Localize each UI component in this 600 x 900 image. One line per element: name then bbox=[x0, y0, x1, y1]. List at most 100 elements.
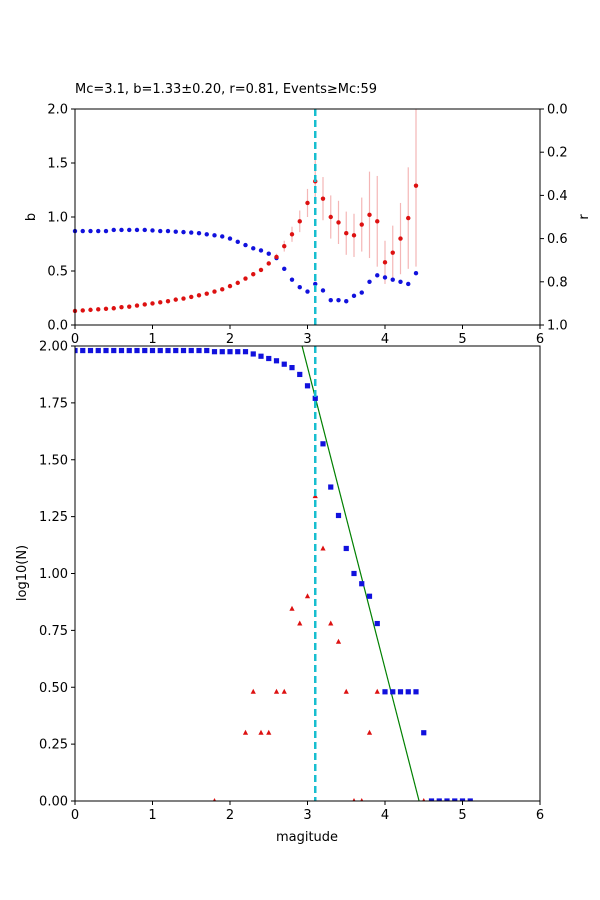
top-b-point-11 bbox=[158, 300, 163, 305]
top-b-point-42 bbox=[398, 236, 403, 241]
bottom-cumulative-point-28 bbox=[289, 365, 295, 371]
bottom-cumulative-point-23 bbox=[250, 351, 256, 357]
top-r-point-16 bbox=[196, 231, 202, 236]
top-x-tick-label-4: 4 bbox=[381, 332, 389, 347]
bottom-cumulative-point-18 bbox=[211, 349, 218, 355]
bottom-noncumulative-point-5 bbox=[273, 688, 280, 694]
bottom-cumulative-point-49 bbox=[452, 798, 458, 801]
top-r-point-35 bbox=[344, 299, 349, 304]
top-b-point-19 bbox=[220, 287, 225, 292]
bottom-cumulative-point-36 bbox=[351, 570, 357, 577]
top-b-point-29 bbox=[297, 219, 302, 224]
bottom-cumulative-point-24 bbox=[258, 353, 264, 359]
bottom-noncumulative-point-17 bbox=[366, 729, 373, 735]
top-b-point-23 bbox=[251, 272, 256, 277]
top-b-point-24 bbox=[258, 267, 264, 273]
top-b-point-40 bbox=[382, 260, 388, 265]
top-y2-axis-label: r bbox=[577, 214, 592, 220]
top-b-point-9 bbox=[142, 302, 147, 307]
top-y-axis-label: b bbox=[24, 213, 39, 221]
top-r-point-10 bbox=[150, 228, 155, 233]
top-r-point-7 bbox=[127, 227, 132, 233]
top-b-point-12 bbox=[165, 299, 171, 304]
bottom-cumulative-point-21 bbox=[235, 349, 241, 355]
bottom-noncumulative-point-9 bbox=[304, 593, 311, 599]
bottom-cumulative-point-7 bbox=[126, 347, 132, 354]
top-b-point-22 bbox=[243, 276, 248, 281]
top-r-point-24 bbox=[258, 248, 264, 253]
bottom-noncumulative-point-19 bbox=[422, 798, 426, 801]
bottom-cumulative-point-8 bbox=[134, 347, 140, 354]
bottom-noncumulative-point-7 bbox=[289, 605, 295, 611]
bottom-cumulative-point-29 bbox=[297, 371, 303, 378]
top-b-point-1 bbox=[80, 308, 85, 313]
top-b-point-37 bbox=[359, 222, 364, 227]
bottom-y-tick-label-4: 1.00 bbox=[39, 567, 68, 582]
top-b-point-38 bbox=[367, 212, 372, 218]
bottom-cumulative-point-35 bbox=[343, 545, 349, 552]
top-b-point-34 bbox=[336, 220, 341, 225]
top-x-tick-label-2: 2 bbox=[226, 332, 234, 347]
bottom-noncumulative-point-8 bbox=[297, 620, 303, 626]
bottom-cumulative-point-26 bbox=[273, 358, 280, 364]
bottom-cumulative-point-39 bbox=[374, 620, 380, 627]
top-r-point-38 bbox=[367, 279, 372, 284]
bottom-noncumulative-point-16 bbox=[360, 798, 364, 801]
top-r-point-21 bbox=[235, 239, 240, 245]
top-x-tick-label-0: 0 bbox=[71, 332, 79, 347]
bottom-cumulative-point-5 bbox=[111, 347, 117, 354]
bottom-cumulative-point-38 bbox=[366, 593, 373, 599]
bottom-cumulative-point-31 bbox=[312, 395, 318, 401]
bottom-y-axis-label: log10(N) bbox=[15, 545, 30, 601]
top-y2-tick-label-1: 0.2 bbox=[547, 146, 568, 161]
top-r-point-29 bbox=[297, 285, 302, 290]
top-r-point-25 bbox=[266, 251, 271, 256]
top-chart-title: Mc=3.1, b=1.33±0.20, r=0.81, Events≥Mc:5… bbox=[75, 82, 377, 97]
bottom-noncumulative-point-15 bbox=[352, 798, 356, 801]
bottom-noncumulative-point-6 bbox=[281, 688, 287, 694]
bottom-noncumulative-point-1 bbox=[242, 729, 249, 735]
top-r-point-11 bbox=[158, 228, 163, 234]
bottom-y-tick-label-6: 1.50 bbox=[39, 453, 68, 468]
top-b-point-14 bbox=[181, 296, 186, 301]
top-b-point-30 bbox=[305, 200, 310, 206]
bottom-cumulative-point-42 bbox=[397, 689, 404, 695]
bottom-cumulative-point-33 bbox=[328, 484, 334, 490]
bottom-cumulative-point-9 bbox=[142, 347, 148, 354]
top-b-point-4 bbox=[103, 306, 109, 311]
bottom-cumulative-point-47 bbox=[436, 798, 442, 801]
bottom-y-tick-label-7: 1.75 bbox=[39, 396, 68, 411]
bottom-y-tick-label-2: 0.50 bbox=[39, 681, 68, 696]
top-b-point-21 bbox=[235, 280, 240, 286]
bottom-cumulative-point-46 bbox=[428, 798, 435, 801]
bottom-cumulative-point-50 bbox=[459, 798, 466, 801]
top-r-point-5 bbox=[111, 227, 116, 233]
top-r-point-37 bbox=[359, 290, 364, 295]
top-r-point-33 bbox=[328, 297, 333, 303]
top-b-point-39 bbox=[375, 219, 380, 224]
top-r-point-40 bbox=[382, 275, 388, 280]
bottom-cumulative-point-44 bbox=[413, 689, 419, 695]
bottom-cumulative-point-34 bbox=[335, 512, 342, 519]
top-b-point-17 bbox=[204, 291, 209, 296]
top-b-point-6 bbox=[119, 304, 124, 310]
top-r-point-12 bbox=[165, 228, 171, 234]
bottom-cumulative-point-40 bbox=[382, 689, 388, 695]
top-b-point-18 bbox=[212, 289, 217, 294]
top-x-tick-label-5: 5 bbox=[458, 332, 466, 347]
bottom-cumulative-point-27 bbox=[281, 361, 287, 367]
top-y-tick-label-0: 0.0 bbox=[47, 319, 68, 334]
bottom-cumulative-point-14 bbox=[180, 347, 187, 354]
top-r-point-27 bbox=[282, 266, 287, 272]
bottom-cumulative-point-37 bbox=[359, 581, 365, 587]
bottom-cumulative-point-22 bbox=[242, 349, 249, 355]
top-b-point-43 bbox=[406, 215, 411, 221]
top-b-point-27 bbox=[282, 243, 287, 249]
top-chart: 0 1 2 3 4 5 6 0.0 0.5 1.0 1.5 2.0 0.0 0.2 0.4 0.6 0.8 1.0 bbox=[47, 103, 567, 348]
top-y2-tick-label-2: 0.4 bbox=[547, 189, 568, 204]
top-r-point-41 bbox=[390, 277, 395, 282]
top-b-point-44 bbox=[413, 183, 419, 188]
top-r-point-15 bbox=[189, 230, 194, 235]
bottom-fit-line bbox=[301, 346, 420, 801]
